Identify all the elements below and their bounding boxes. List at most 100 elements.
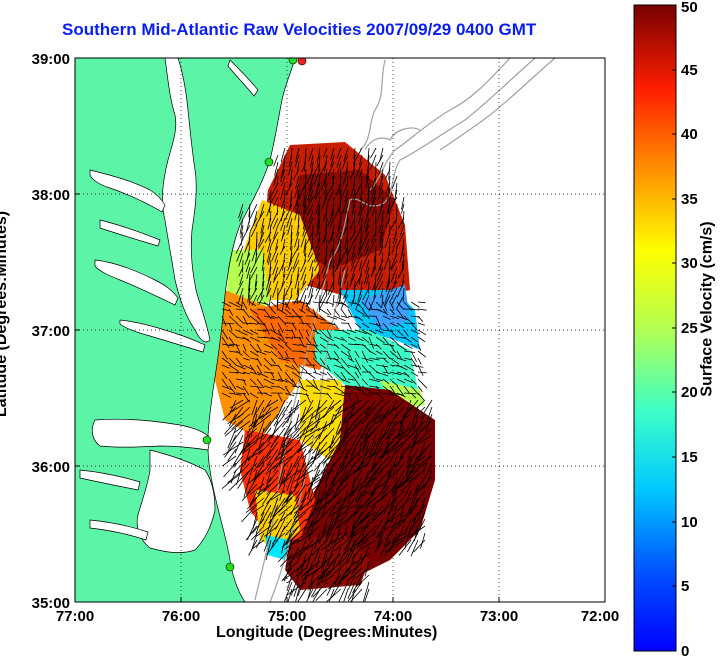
velocity-vector [246,266,251,280]
colorbar-label: Surface Velocity (cm/s) [698,221,716,397]
velocity-vector [332,259,335,277]
velocity-vector [348,525,356,549]
colorbar-tick-label: 0 [681,643,689,659]
velocity-vector [396,511,412,530]
velocity-vector [365,224,370,235]
velocity-vector [331,224,335,241]
velocity-vector [391,259,398,271]
velocity-vector [334,259,342,272]
velocity-vector [289,175,293,187]
velocity-vector [402,420,412,438]
velocity-vector [385,539,405,553]
velocity-vector [368,378,380,383]
velocity-vector [322,504,335,516]
velocity-vector [328,497,342,516]
velocity-vector [285,441,300,454]
velocity-vector [406,448,412,465]
velocity-vector [412,406,426,420]
velocity-vector [277,336,288,345]
velocity-vector [372,462,391,478]
velocity-vector [347,525,363,540]
velocity-vector [315,224,321,237]
velocity-vector [365,217,370,233]
velocity-vector [345,420,356,434]
velocity-vector [339,189,342,202]
velocity-vector [321,196,328,210]
velocity-vector [251,504,265,515]
velocity-vector [389,301,395,311]
velocity-vector [368,371,376,380]
velocity-vector [340,490,349,512]
velocity-vector [295,588,300,602]
velocity-vector [260,280,265,298]
velocity-vector [342,427,356,440]
velocity-vector [324,154,328,172]
velocity-vector [340,315,350,319]
velocity-vector [300,266,307,281]
velocity-vector [291,371,302,380]
velocity-vector [287,525,300,542]
velocity-vector [277,315,287,326]
velocity-vector [290,224,293,239]
velocity-vector [260,497,272,517]
velocity-vector [385,168,391,180]
velocity-vector [377,189,384,200]
velocity-vector [358,441,363,457]
velocity-vector [387,427,398,439]
velocity-vector [294,154,300,168]
velocity-vector [389,322,399,327]
velocity-vector [390,252,398,270]
velocity-vector [322,553,335,565]
velocity-vector [410,301,420,308]
velocity-vector [322,147,328,159]
velocity-vector [333,525,342,547]
velocity-vector [232,448,244,467]
velocity-vector [280,231,286,242]
velocity-vector [291,322,297,331]
velocity-vector [277,546,293,563]
velocity-vector [284,406,300,421]
velocity-vector [299,497,314,511]
velocity-vector [313,455,328,472]
velocity-vector [246,434,265,448]
velocity-vector [397,413,405,437]
velocity-vector [361,539,377,550]
velocity-vector [242,329,254,336]
velocity-vector [336,182,342,196]
velocity-vector [301,161,307,173]
velocity-vector [310,420,321,433]
velocity-vector [347,357,355,363]
velocity-vector [350,399,356,417]
velocity-vector [328,413,335,428]
velocity-vector [265,518,272,539]
velocity-vector [340,308,348,318]
velocity-vector [281,518,293,533]
velocity-vector [221,378,229,389]
velocity-vector [296,189,300,206]
x-tick-label: 76:00 [162,608,200,625]
velocity-vector [269,259,272,273]
velocity-vector [246,497,258,510]
velocity-vector [352,476,363,497]
velocity-vector [305,539,321,550]
velocity-vector [327,511,335,533]
velocity-vector [284,301,290,310]
velocity-vector [319,301,329,304]
velocity-vector [270,378,282,382]
velocity-vector [266,539,279,555]
velocity-vector [361,483,370,497]
velocity-vector [352,574,363,594]
velocity-vector [354,364,362,376]
velocity-vector [221,371,228,380]
velocity-vector [362,497,377,509]
velocity-vector [340,336,348,343]
velocity-vector [333,364,344,369]
velocity-vector [337,217,342,231]
velocity-vector [355,574,370,588]
velocity-vector [247,476,258,495]
velocity-vector [227,448,237,462]
velocity-vector [305,350,318,353]
velocity-vector [336,147,342,159]
velocity-vector [258,294,265,305]
velocity-vector [344,266,349,279]
